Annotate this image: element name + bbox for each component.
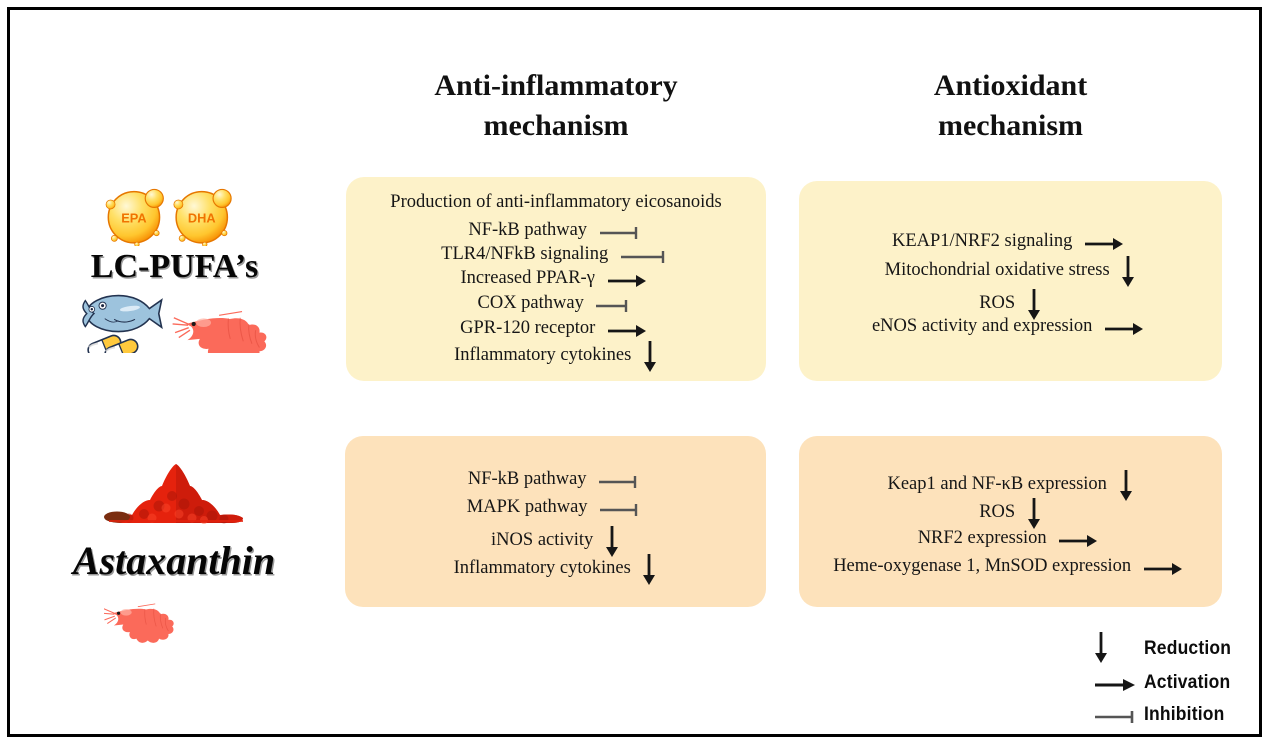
svg-text:DHA: DHA — [187, 211, 215, 226]
svg-text:EPA: EPA — [121, 211, 146, 226]
